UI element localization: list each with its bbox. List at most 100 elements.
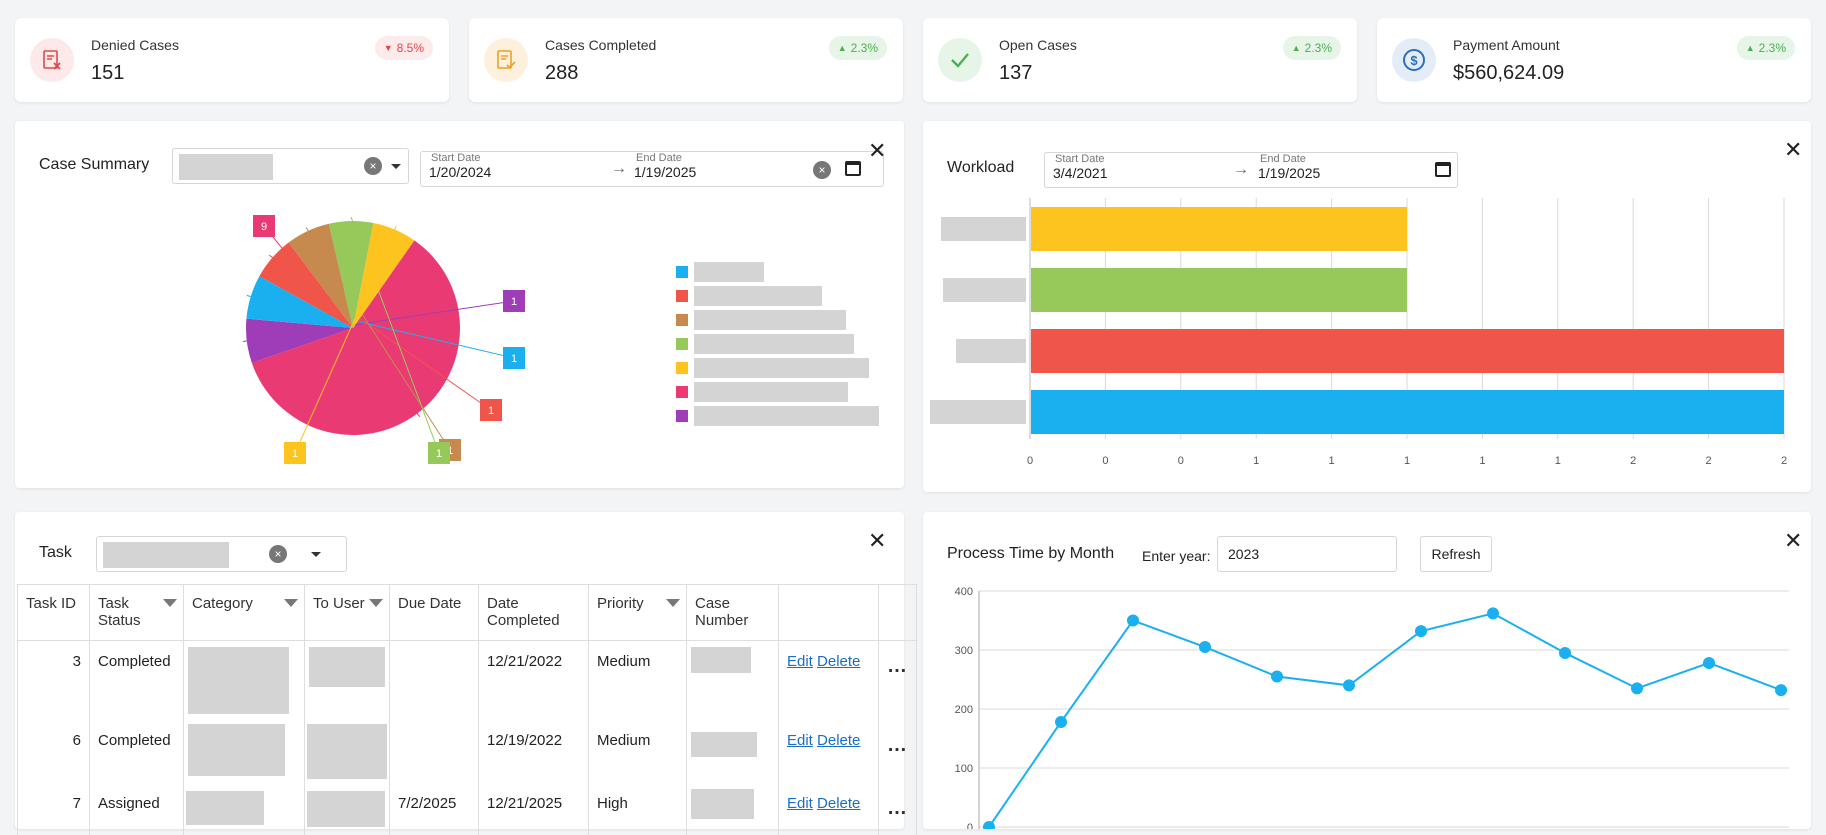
clear-icon[interactable]: ×	[269, 545, 287, 563]
col-date-completed[interactable]: Date Completed	[478, 584, 589, 641]
redacted-value	[694, 358, 869, 378]
due-date-cell: 7/2/2025	[389, 783, 479, 835]
workload-date-range[interactable]: Start Date 3/4/2021 → End Date 1/19/2025	[1044, 152, 1458, 188]
legend-item[interactable]	[676, 308, 879, 332]
col-category[interactable]: Category	[183, 584, 305, 641]
clear-icon[interactable]: ×	[364, 157, 382, 175]
x-tick-label: 1	[1479, 455, 1485, 467]
filter-icon[interactable]	[666, 599, 680, 607]
more-options-icon[interactable]: …	[887, 734, 908, 756]
x-tick-label: 0	[1102, 455, 1108, 467]
y-tick-label: 400	[955, 586, 973, 598]
chevron-down-icon[interactable]	[391, 164, 401, 169]
delete-link[interactable]: Delete	[817, 732, 861, 749]
start-date-input[interactable]: 1/20/2024	[429, 164, 492, 180]
filter-icon[interactable]	[369, 599, 383, 607]
task-id-cell: 6	[17, 720, 90, 783]
svg-text:$: $	[1410, 53, 1418, 68]
legend-swatch	[676, 386, 688, 398]
clear-icon[interactable]: ×	[813, 161, 831, 179]
close-icon[interactable]: ✕	[1784, 528, 1803, 553]
redacted-value	[691, 789, 754, 819]
y-tick-label: 0	[967, 822, 973, 829]
case-summary-panel: Case Summary × Start Date 1/20/2024 → En…	[15, 121, 904, 488]
start-date-label: Start Date	[431, 152, 481, 164]
year-input[interactable]: 2023	[1217, 536, 1397, 572]
redacted-value	[694, 262, 764, 282]
task-status-cell: Completed	[89, 640, 184, 720]
y-tick-label: 100	[955, 763, 973, 775]
category-cell	[183, 783, 305, 835]
kpi-label: Open Cases	[999, 37, 1077, 53]
close-icon[interactable]: ✕	[1784, 137, 1803, 162]
more-options-icon[interactable]: …	[887, 797, 908, 819]
calendar-icon[interactable]	[845, 161, 861, 176]
col-due-date[interactable]: Due Date	[389, 584, 479, 641]
data-point	[1559, 646, 1571, 659]
chevron-down-icon[interactable]	[311, 552, 321, 557]
pie-label-box	[253, 215, 275, 237]
col-to-user[interactable]: To User	[304, 584, 390, 641]
y-category-label-redacted	[956, 339, 1026, 363]
refresh-button[interactable]: Refresh	[1420, 536, 1492, 572]
delete-link[interactable]: Delete	[817, 795, 861, 812]
legend-item[interactable]	[676, 404, 879, 428]
start-date-input[interactable]: 3/4/2021	[1053, 165, 1108, 181]
panel-title: Task	[39, 544, 72, 561]
table-row[interactable]: 3 Completed 12/21/2022 Medium Edit Delet…	[17, 640, 917, 720]
close-icon[interactable]: ✕	[868, 138, 887, 163]
legend-item[interactable]	[676, 356, 879, 380]
data-point	[1415, 625, 1427, 638]
legend-item[interactable]	[676, 380, 879, 404]
end-date-input[interactable]: 1/19/2025	[1258, 165, 1321, 181]
legend-item[interactable]	[676, 332, 879, 356]
calendar-icon[interactable]	[1435, 162, 1451, 177]
y-category-label-redacted	[941, 217, 1026, 241]
arrow-right-icon: →	[611, 160, 627, 177]
task-table: Task ID Task Status Category To User Due…	[17, 584, 917, 835]
col-task-status[interactable]: Task Status	[89, 584, 184, 641]
pie-data-label: 1	[436, 448, 442, 460]
more-cell: …	[878, 783, 917, 835]
pie-slice	[288, 223, 353, 328]
col-priority[interactable]: Priority	[588, 584, 687, 641]
table-row[interactable]: 6 Completed 12/19/2022 Medium Edit Delet…	[17, 720, 917, 783]
data-point	[1631, 682, 1643, 695]
data-point	[1199, 641, 1211, 654]
redacted-value	[307, 791, 385, 827]
pie-slice	[251, 240, 460, 435]
close-icon[interactable]: ✕	[868, 528, 887, 553]
pie-label-line	[305, 227, 451, 451]
table-row[interactable]: 7 Assigned 7/2/2025 12/21/2025 High Edit…	[17, 783, 917, 835]
edit-link[interactable]: Edit	[787, 795, 813, 812]
kpi-value: 137	[999, 62, 1033, 84]
kpi-label: Cases Completed	[545, 37, 657, 53]
legend-item[interactable]	[676, 260, 879, 284]
task-filter-select[interactable]: ×	[96, 536, 347, 572]
category-cell	[183, 720, 305, 783]
edit-link[interactable]: Edit	[787, 732, 813, 749]
kpi-card-open: Open Cases 137 ▲ 2.3%	[923, 18, 1357, 102]
legend-swatch	[676, 410, 688, 422]
end-date-input[interactable]: 1/19/2025	[634, 164, 697, 180]
filter-icon[interactable]	[163, 599, 177, 607]
legend-swatch	[676, 290, 688, 302]
pie-label-box	[503, 347, 525, 369]
delete-link[interactable]: Delete	[817, 653, 861, 670]
filter-icon[interactable]	[284, 599, 298, 607]
x-tick-label: 1	[1329, 455, 1335, 467]
col-case-number[interactable]: Case Number	[686, 584, 779, 641]
x-tick-label: 2	[1706, 455, 1712, 467]
edit-link[interactable]: Edit	[787, 653, 813, 670]
denied-doc-icon	[30, 38, 74, 82]
legend-item[interactable]	[676, 284, 879, 308]
col-task-id[interactable]: Task ID	[17, 584, 90, 641]
case-date-range[interactable]: Start Date 1/20/2024 → End Date 1/19/202…	[420, 151, 884, 187]
redacted-value	[307, 724, 387, 779]
more-options-icon[interactable]: …	[887, 655, 908, 677]
pie-data-label: 1	[511, 296, 517, 308]
redacted-value	[691, 732, 757, 757]
case-filter-select[interactable]: ×	[172, 148, 409, 184]
pie-label-line	[268, 254, 492, 411]
kpi-change-badge: ▲ 2.3%	[1736, 36, 1795, 60]
